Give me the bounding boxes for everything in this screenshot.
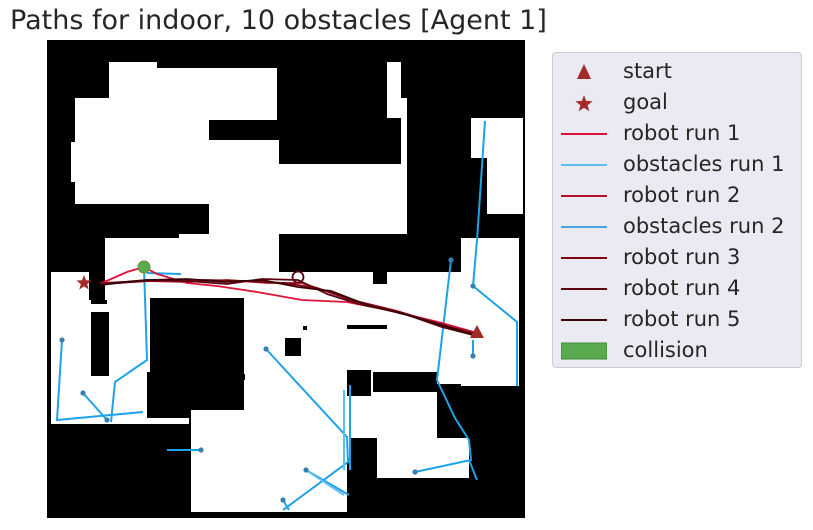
legend-label: start (623, 59, 672, 83)
chart-title: Paths for indoor, 10 obstacles [Agent 1] (10, 5, 547, 36)
legend-item-collision: collision (553, 336, 801, 367)
obstacle-point-5 (104, 417, 110, 423)
legend-item-obstacles-run-2: obstacles run 2 (553, 212, 801, 243)
obstacle-path-5 (82, 392, 108, 421)
robot-path-5 (99, 278, 478, 337)
legend-label: goal (623, 90, 668, 114)
legend-label: obstacles run 1 (623, 152, 785, 176)
legend-swatch (561, 319, 607, 321)
start-marker (470, 325, 484, 338)
obstacle-point-7 (198, 447, 204, 453)
legend-label: robot run 1 (623, 121, 741, 145)
obstacle-path-7 (265, 348, 350, 511)
legend-swatch (575, 95, 593, 112)
occupancy-map (47, 40, 525, 518)
legend-swatch (561, 195, 607, 197)
goal-marker (76, 275, 92, 290)
obstacle-path-15 (305, 469, 345, 496)
legend-item-robot-run-3: robot run 3 (553, 243, 801, 274)
legend-swatch (561, 257, 607, 259)
obstacle-paths (55, 120, 518, 511)
obstacle-path-13 (146, 272, 182, 275)
obstacle-point-9 (303, 467, 309, 473)
path-markers (76, 260, 484, 338)
legend-label: robot run 5 (623, 307, 741, 331)
legend-item-robot-run-4: robot run 4 (553, 274, 801, 305)
legend-item-start: start (553, 57, 801, 88)
legend-item-robot-run-5: robot run 5 (553, 305, 801, 336)
legend-swatch (577, 64, 591, 79)
obstacle-point-4 (80, 390, 86, 396)
legend-item-robot-run-1: robot run 1 (553, 119, 801, 150)
obstacle-point-3 (59, 337, 65, 343)
collision-marker-0 (137, 260, 151, 274)
obstacle-path-1 (472, 285, 518, 386)
legend: start goal robot run 1 obstacles run 1 robot… (552, 52, 802, 368)
legend-item-robot-run-2: robot run 2 (553, 181, 801, 212)
legend-label: robot run 2 (623, 183, 741, 207)
legend-swatch (561, 288, 607, 290)
obstacle-point-8 (280, 497, 286, 503)
legend-label: collision (623, 338, 708, 362)
legend-swatch (561, 226, 607, 228)
end-marker-0 (291, 270, 305, 284)
legend-label: obstacles run 2 (623, 214, 785, 238)
obstacle-path-0 (472, 120, 486, 287)
obstacle-point-0 (448, 257, 454, 263)
obstacle-path-6 (110, 266, 149, 423)
legend-label: robot run 4 (623, 276, 741, 300)
obstacle-path-4 (55, 339, 144, 422)
obstacle-path-2 (414, 259, 473, 473)
legend-item-obstacles-run-1: obstacles run 1 (553, 150, 801, 181)
map-plot (47, 40, 525, 518)
legend-label: robot run 3 (623, 245, 741, 269)
legend-swatch (561, 342, 607, 360)
legend-swatch (561, 133, 607, 135)
legend-swatch (561, 164, 607, 166)
legend-item-goal: goal (553, 88, 801, 119)
obstacle-path-12 (468, 459, 478, 481)
obstacle-point-1 (470, 283, 476, 289)
obstacle-point-6 (263, 346, 269, 352)
obstacle-point-10 (412, 469, 418, 475)
obstacle-point-2 (470, 353, 476, 359)
